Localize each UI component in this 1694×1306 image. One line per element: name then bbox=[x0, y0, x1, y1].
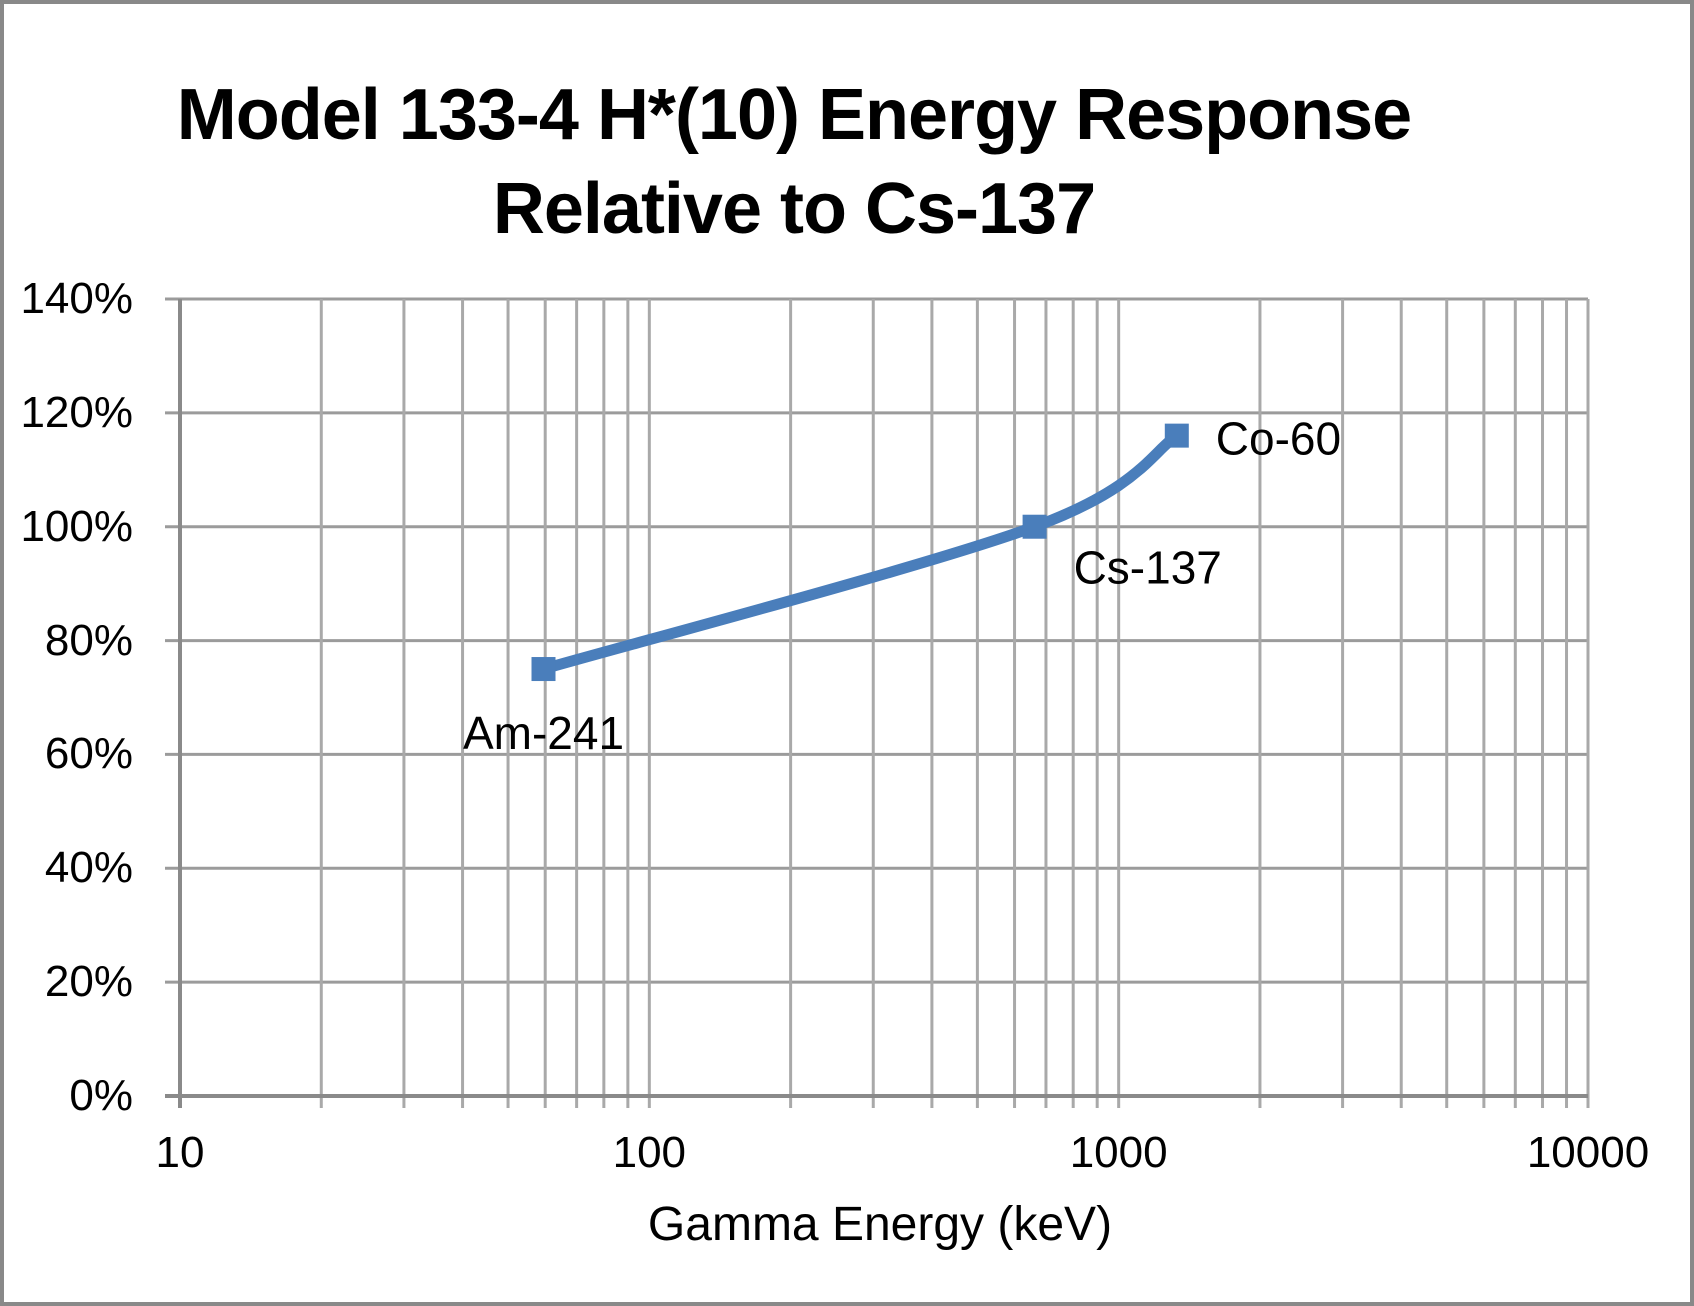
y-axis-tick-label: 20% bbox=[44, 957, 133, 1007]
chart-title-line2: Relative to Cs-137 bbox=[492, 169, 1096, 249]
data-point-label-cs-137: Cs-137 bbox=[1074, 542, 1222, 594]
data-point-marker-co-60 bbox=[1164, 423, 1189, 448]
x-axis-tick-label: 10 bbox=[155, 1128, 205, 1177]
data-point-label-am-241: Am-241 bbox=[463, 707, 624, 759]
y-axis-tick-label: 100% bbox=[20, 501, 133, 551]
x-axis-tick-label: 1000 bbox=[1069, 1128, 1168, 1177]
data-point-marker-am-241 bbox=[531, 657, 556, 682]
y-axis-tick-label: 80% bbox=[44, 615, 133, 665]
y-axis-tick-label: 140% bbox=[20, 274, 133, 323]
x-axis-tick-label: 100 bbox=[612, 1128, 687, 1177]
chart-title: Model 133-4 H*(10) Energy Response Relat… bbox=[4, 68, 1584, 256]
energy-response-line-chart: Am-241 Cs-137 Co-60 bbox=[165, 297, 1590, 1108]
y-axis-tick-label: 120% bbox=[20, 387, 133, 437]
x-axis-tick-label: 10000 bbox=[1526, 1128, 1650, 1177]
x-axis-title: Gamma Energy (keV) bbox=[647, 1198, 1113, 1251]
data-point-label-co-60: Co-60 bbox=[1216, 413, 1341, 465]
y-axis-tick-label: 40% bbox=[44, 843, 133, 893]
data-point-marker-cs-137 bbox=[1022, 514, 1047, 539]
y-axis-tick-label: 60% bbox=[44, 729, 133, 779]
y-axis-tick-label: 0% bbox=[69, 1071, 133, 1120]
chart-title-line1: Model 133-4 H*(10) Energy Response bbox=[176, 75, 1412, 155]
series-line bbox=[538, 430, 1183, 675]
